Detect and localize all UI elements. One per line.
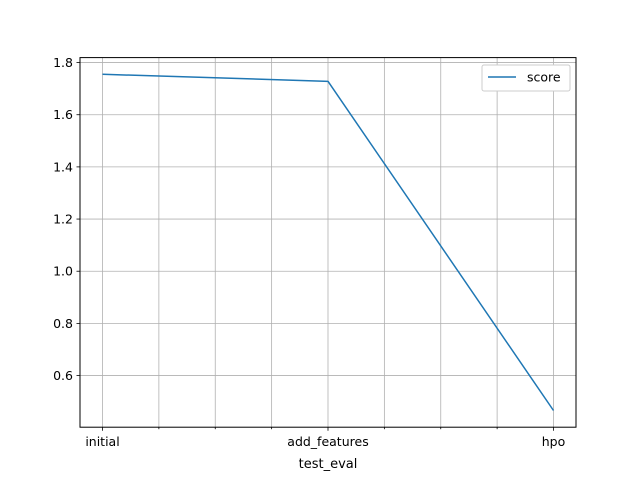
grid	[80, 57, 576, 428]
x-axis-label: test_eval	[299, 457, 358, 472]
x-tick-label: hpo	[542, 434, 566, 449]
y-tick-label: 0.6	[53, 368, 73, 383]
legend-label-score: score	[527, 70, 561, 85]
series-layer	[102, 73, 555, 411]
y-axis: 0.6 0.8 1.0 1.2 1.4 1.6 1.8	[53, 55, 80, 383]
y-tick-label: 1.6	[53, 107, 73, 122]
y-tick-label: 1.0	[53, 264, 73, 279]
legend-box	[481, 64, 571, 92]
y-tick-label: 1.2	[53, 212, 73, 227]
x-axis: initial add_features hpo	[85, 427, 565, 449]
x-tick-label: add_features	[287, 434, 368, 449]
legend: score	[481, 64, 571, 92]
y-tick-label: 1.8	[53, 55, 73, 70]
y-tick-label: 0.8	[53, 316, 73, 331]
x-tick-label: initial	[85, 434, 119, 449]
y-tick-label: 1.4	[53, 159, 73, 174]
